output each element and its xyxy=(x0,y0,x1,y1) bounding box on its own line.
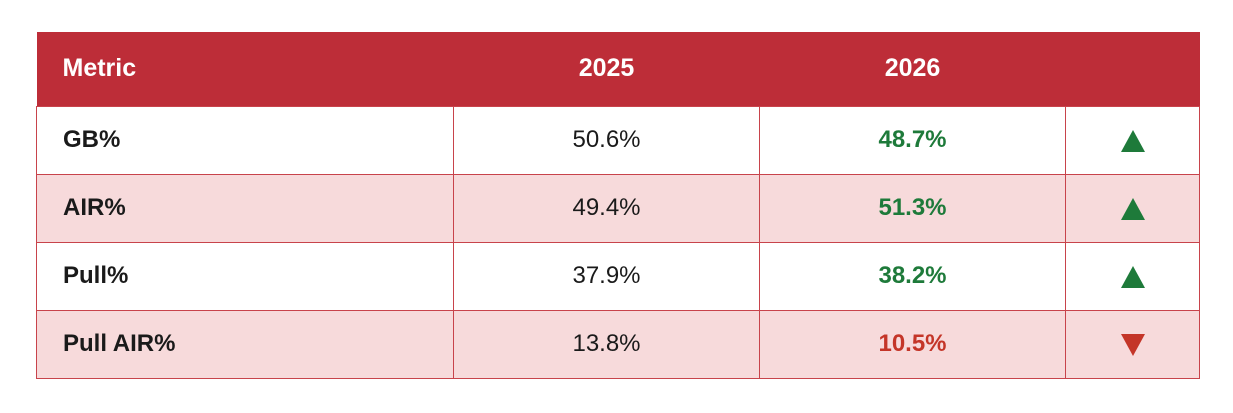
trend-cell xyxy=(1065,241,1200,311)
metric-label: Pull AIR% xyxy=(36,309,454,379)
metrics-table: Metric 2025 2026 GB% 50.6% 48.7% AIR% 49… xyxy=(36,32,1200,379)
metric-label: Pull% xyxy=(36,241,454,311)
trend-cell xyxy=(1065,309,1200,379)
value-2026: 51.3% xyxy=(759,173,1066,243)
header-2026: 2026 xyxy=(884,54,941,83)
trend-cell xyxy=(1065,105,1200,175)
table-body: GB% 50.6% 48.7% AIR% 49.4% 51.3% Pull% 3… xyxy=(36,105,1200,379)
value-2026: 38.2% xyxy=(759,241,1066,311)
value-2025: 13.8% xyxy=(453,309,760,379)
value-2026: 10.5% xyxy=(759,309,1066,379)
value-2025: 49.4% xyxy=(453,173,760,243)
table-header: Metric 2025 2026 xyxy=(36,32,1200,106)
header-2025: 2025 xyxy=(578,54,635,83)
header-row: Metric 2025 2026 xyxy=(36,32,1200,106)
table-row: Pull AIR% 13.8% 10.5% xyxy=(36,309,1200,379)
metric-label: GB% xyxy=(36,105,454,175)
value-2026: 48.7% xyxy=(759,105,1066,175)
table-row: Pull% 37.9% 38.2% xyxy=(36,241,1200,311)
triangle-up-icon xyxy=(1120,197,1145,220)
table-row: GB% 50.6% 48.7% xyxy=(36,105,1200,175)
value-2025: 50.6% xyxy=(453,105,760,175)
header-trend xyxy=(1066,32,1200,106)
trend-cell xyxy=(1065,173,1200,243)
triangle-up-icon xyxy=(1120,265,1145,288)
table-row: AIR% 49.4% 51.3% xyxy=(36,173,1200,243)
triangle-down-icon xyxy=(1120,333,1145,356)
value-2025: 37.9% xyxy=(453,241,760,311)
metric-label: AIR% xyxy=(36,173,454,243)
triangle-up-icon xyxy=(1120,129,1145,152)
header-metric: Metric xyxy=(62,54,137,83)
